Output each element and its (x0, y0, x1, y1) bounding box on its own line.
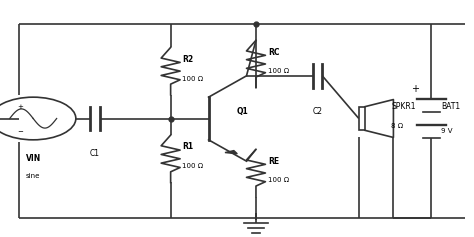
Text: +: + (411, 84, 419, 95)
Text: sine: sine (26, 173, 40, 179)
Text: 100 Ω: 100 Ω (268, 68, 289, 74)
Text: −: − (18, 129, 23, 135)
Text: BAT1: BAT1 (441, 102, 460, 111)
Text: SPKR1: SPKR1 (391, 102, 416, 111)
Text: C2: C2 (312, 107, 323, 116)
Text: R2: R2 (182, 55, 193, 64)
Text: RC: RC (268, 47, 279, 56)
Text: 8 Ω: 8 Ω (391, 123, 403, 129)
Text: VIN: VIN (26, 154, 41, 163)
Polygon shape (225, 150, 237, 154)
Text: RE: RE (268, 156, 279, 165)
Text: 100 Ω: 100 Ω (182, 163, 204, 169)
Bar (359, 107, 365, 130)
Text: 100 Ω: 100 Ω (268, 178, 289, 183)
Text: R1: R1 (182, 142, 193, 151)
Text: Q1: Q1 (237, 107, 249, 116)
Text: 9 V: 9 V (441, 128, 452, 134)
Text: +: + (18, 104, 23, 110)
Text: 100 Ω: 100 Ω (182, 76, 204, 82)
Text: C1: C1 (90, 149, 100, 158)
